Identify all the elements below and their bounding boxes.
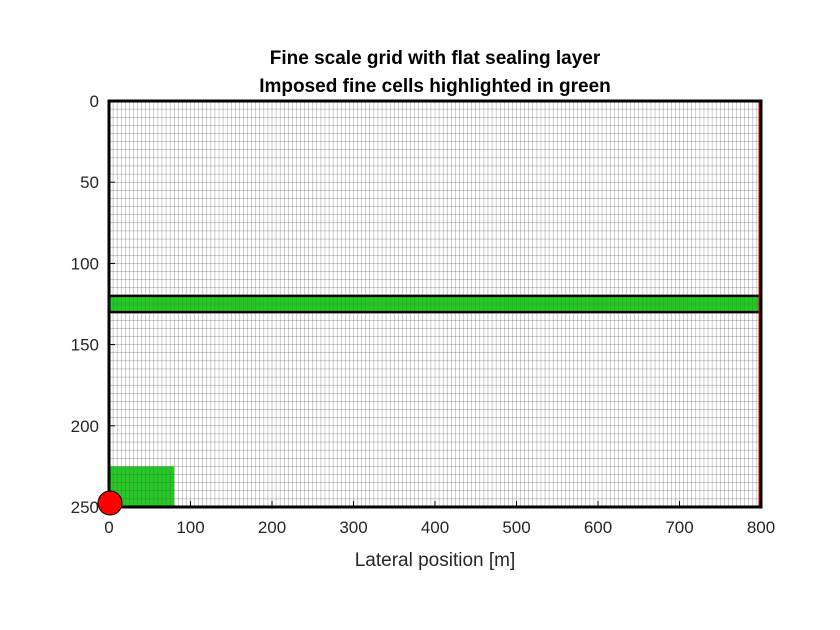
chart-title: Fine scale grid with flat sealing layer … [259, 48, 611, 97]
y-axis-ticks: 0 50 100 150 200 250 [71, 92, 115, 517]
x-tick-label: 100 [176, 518, 204, 537]
x-tick-label: 0 [104, 518, 113, 537]
x-tick-label: 300 [339, 518, 367, 537]
x-tick-label: 800 [747, 518, 775, 537]
y-tick-label: 200 [71, 417, 99, 436]
chart-title-line-1: Fine scale grid with flat sealing layer [270, 48, 601, 69]
cell-grid [109, 101, 761, 507]
plot-area [107, 99, 763, 509]
x-tick-label: 400 [421, 518, 449, 537]
x-tick-label: 700 [665, 518, 693, 537]
x-tick-label: 600 [584, 518, 612, 537]
y-tick-label: 0 [90, 92, 99, 111]
y-tick-label: 150 [71, 336, 99, 355]
well-marker [97, 490, 123, 516]
x-tick-label: 500 [502, 518, 530, 537]
y-tick-label: 50 [80, 173, 99, 192]
x-axis-label: Lateral position [m] [355, 550, 516, 571]
y-tick-label: 250 [71, 498, 99, 517]
x-tick-label: 200 [258, 518, 286, 537]
y-tick-label: 100 [71, 254, 99, 273]
marker-layer [97, 490, 123, 516]
chart-title-line-2: Imposed fine cells highlighted in green [259, 76, 611, 97]
